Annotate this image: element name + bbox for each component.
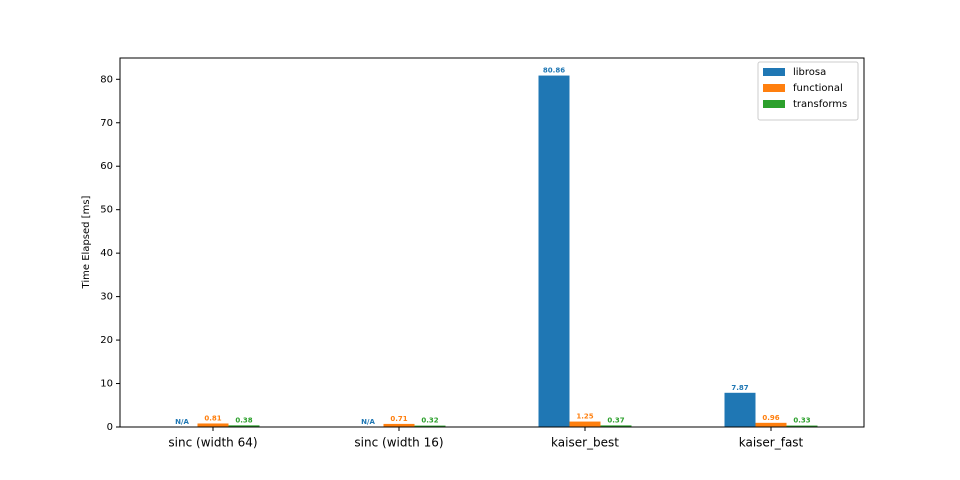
x-tick-label: kaiser_fast [739, 436, 804, 450]
legend-swatch [763, 100, 785, 108]
bar [197, 423, 229, 427]
y-axis-label: Time Elapsed [ms] [81, 195, 92, 289]
y-tick-label: 50 [100, 205, 113, 216]
legend-label: transforms [793, 99, 847, 110]
value-label: 0.32 [421, 417, 438, 425]
legend-swatch [763, 68, 785, 76]
bar [383, 423, 415, 427]
y-tick-label: 70 [100, 118, 113, 129]
plot-frame [119, 57, 865, 428]
legend-label: functional [793, 83, 843, 94]
value-label: 7.87 [731, 384, 748, 392]
bar [724, 392, 756, 427]
bar [228, 425, 260, 427]
bar [600, 425, 632, 427]
value-label: 0.96 [762, 414, 779, 422]
legend-swatch [763, 84, 785, 92]
legend-label: librosa [793, 67, 826, 78]
bar [786, 425, 818, 427]
value-label: 0.81 [204, 414, 221, 422]
value-label: 0.71 [390, 415, 407, 423]
y-tick-label: 80 [100, 74, 113, 85]
y-tick-label: 20 [100, 335, 113, 346]
bar [755, 422, 787, 427]
value-label: 1.25 [576, 413, 593, 421]
x-tick-label: sinc (width 64) [168, 436, 257, 450]
value-label: 0.33 [793, 417, 810, 425]
value-label: 0.37 [607, 416, 624, 424]
bar [569, 421, 601, 427]
legend: librosa functional transforms [757, 61, 859, 121]
y-tick-label: 10 [100, 379, 113, 390]
x-tick-label: kaiser_best [551, 436, 619, 450]
value-label: N/A [175, 418, 189, 426]
y-tick-label: 0 [107, 422, 113, 433]
x-tick-label: sinc (width 16) [354, 436, 443, 450]
value-label: 0.38 [235, 416, 252, 424]
bar [414, 425, 446, 427]
value-label: N/A [361, 418, 375, 426]
y-tick-label: 40 [100, 248, 113, 259]
value-label: 80.86 [543, 67, 565, 75]
y-tick-label: 30 [100, 292, 113, 303]
y-tick-label: 60 [100, 161, 113, 172]
bar [538, 75, 570, 427]
